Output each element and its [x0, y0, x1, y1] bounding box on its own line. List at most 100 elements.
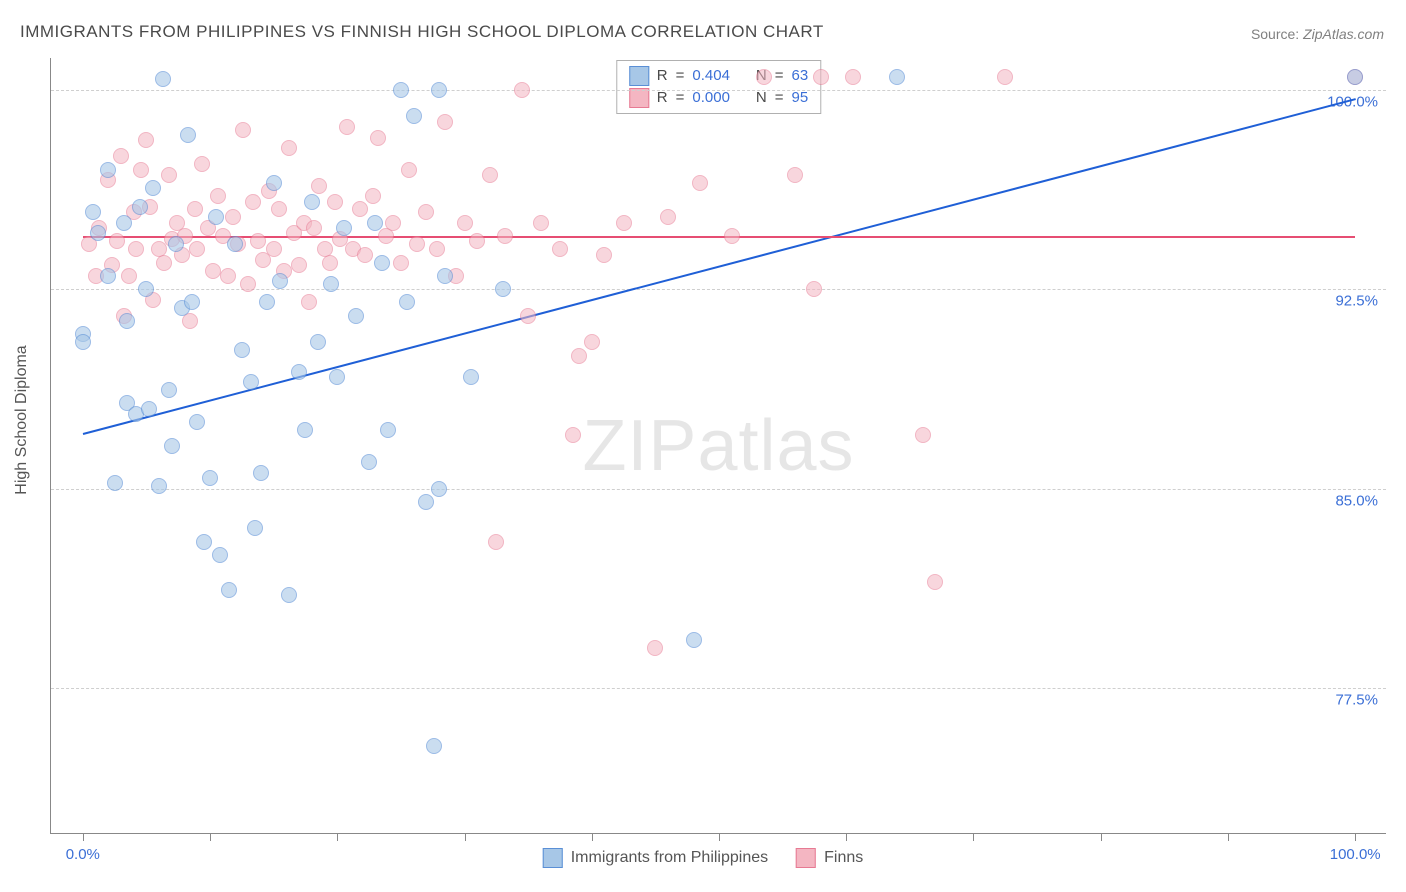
legend-series: Immigrants from Philippines Finns	[543, 848, 864, 868]
data-point	[128, 241, 144, 257]
chart-plot-area: ZIPatlas R = 0.404 N = 63 R = 0.000 N = …	[50, 58, 1386, 834]
data-point	[497, 228, 513, 244]
data-point	[409, 236, 425, 252]
y-tick-label: 85.0%	[1335, 492, 1378, 509]
trend-line	[83, 98, 1356, 435]
data-point	[138, 132, 154, 148]
data-point	[418, 204, 434, 220]
legend-n-value-1: 63	[792, 65, 809, 87]
x-tick	[592, 833, 593, 841]
data-point	[348, 308, 364, 324]
data-point	[418, 494, 434, 510]
data-point	[132, 199, 148, 215]
data-point	[724, 228, 740, 244]
data-point	[184, 294, 200, 310]
data-point	[259, 294, 275, 310]
data-point	[457, 215, 473, 231]
data-point	[787, 167, 803, 183]
data-point	[161, 167, 177, 183]
legend-swatch-series1-bottom	[543, 848, 563, 868]
x-tick	[719, 833, 720, 841]
data-point	[116, 215, 132, 231]
source-label: Source:	[1251, 26, 1303, 42]
x-tick	[1355, 833, 1356, 841]
data-point	[164, 438, 180, 454]
legend-eq: =	[676, 65, 685, 87]
y-tick-label: 77.5%	[1335, 691, 1378, 708]
data-point	[380, 422, 396, 438]
legend-row-series1: R = 0.404 N = 63	[629, 65, 808, 87]
data-point	[227, 236, 243, 252]
data-point	[370, 130, 386, 146]
legend-r-value-1: 0.404	[692, 65, 730, 87]
data-point	[202, 470, 218, 486]
data-point	[109, 233, 125, 249]
y-axis-title: High School Diploma	[13, 345, 31, 494]
data-point	[336, 220, 352, 236]
data-point	[304, 194, 320, 210]
data-point	[189, 414, 205, 430]
legend-item-series2: Finns	[796, 848, 863, 868]
data-point	[180, 127, 196, 143]
legend-item-series1: Immigrants from Philippines	[543, 848, 768, 868]
data-point	[161, 382, 177, 398]
data-point	[301, 294, 317, 310]
data-point	[145, 180, 161, 196]
data-point	[426, 738, 442, 754]
data-point	[365, 188, 381, 204]
data-point	[196, 534, 212, 550]
x-tick	[846, 833, 847, 841]
legend-swatch-series2	[629, 88, 649, 108]
data-point	[406, 108, 422, 124]
data-point	[85, 204, 101, 220]
data-point	[339, 119, 355, 135]
x-tick-label-min: 0.0%	[66, 846, 100, 863]
data-point	[234, 342, 250, 358]
data-point	[243, 374, 259, 390]
grid-line	[51, 489, 1386, 490]
data-point	[565, 427, 581, 443]
data-point	[266, 241, 282, 257]
data-point	[281, 587, 297, 603]
data-point	[323, 276, 339, 292]
data-point	[253, 465, 269, 481]
data-point	[90, 225, 106, 241]
data-point	[113, 148, 129, 164]
chart-title: IMMIGRANTS FROM PHILIPPINES VS FINNISH H…	[20, 22, 824, 42]
data-point	[596, 247, 612, 263]
data-point	[357, 247, 373, 263]
data-point	[155, 71, 171, 87]
data-point	[310, 334, 326, 350]
legend-eq: =	[775, 65, 784, 87]
data-point	[210, 188, 226, 204]
data-point	[297, 422, 313, 438]
data-point	[266, 175, 282, 191]
data-point	[385, 215, 401, 231]
grid-line	[51, 90, 1386, 91]
data-point	[138, 281, 154, 297]
data-point	[482, 167, 498, 183]
data-point	[616, 215, 632, 231]
data-point	[495, 281, 511, 297]
data-point	[997, 69, 1013, 85]
data-point	[100, 268, 116, 284]
data-point	[329, 369, 345, 385]
data-point	[212, 547, 228, 563]
data-point	[367, 215, 383, 231]
data-point	[322, 255, 338, 271]
data-point	[1347, 69, 1363, 85]
data-point	[401, 162, 417, 178]
data-point	[119, 313, 135, 329]
data-point	[235, 122, 251, 138]
data-point	[927, 574, 943, 590]
data-point	[393, 255, 409, 271]
data-point	[686, 632, 702, 648]
source-value: ZipAtlas.com	[1303, 26, 1384, 42]
data-point	[393, 82, 409, 98]
x-tick	[465, 833, 466, 841]
data-point	[915, 427, 931, 443]
data-point	[194, 156, 210, 172]
y-tick-label: 100.0%	[1327, 93, 1378, 110]
data-point	[107, 475, 123, 491]
x-tick	[210, 833, 211, 841]
